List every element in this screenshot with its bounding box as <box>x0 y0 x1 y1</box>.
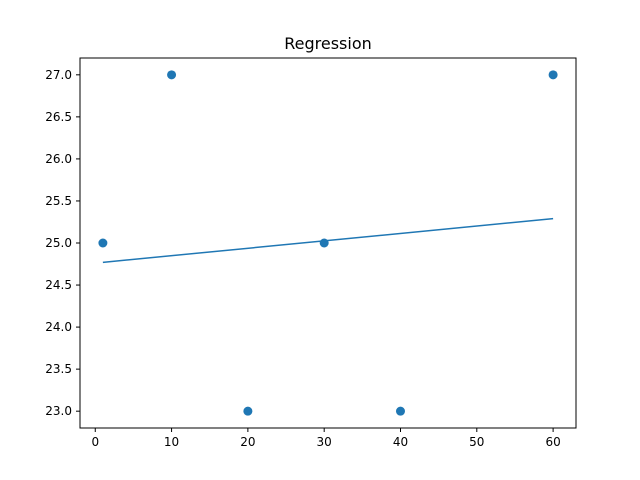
axes: 0 10 20 30 40 50 60 23.0 23.5 24.0 24.5 25.0 25.5 26.… <box>45 57 577 449</box>
x-tick-label: 40 <box>393 435 408 449</box>
y-tick-label: 24.5 <box>45 278 72 292</box>
scatter-point-2 <box>167 70 177 80</box>
y-tick-label: 25.0 <box>45 236 72 250</box>
x-tick-label: 10 <box>164 435 179 449</box>
scatter-point-6 <box>548 70 558 80</box>
y-tick-label: 24.0 <box>45 320 72 334</box>
x-tick-label: 60 <box>545 435 560 449</box>
x-tick-label: 20 <box>240 435 255 449</box>
y-tick-label: 23.0 <box>45 404 72 418</box>
scatter-point-5 <box>395 406 405 416</box>
y-tick-label: 25.5 <box>45 194 72 208</box>
x-tick-label: 0 <box>91 435 99 449</box>
scatter-point-1 <box>98 238 108 248</box>
x-tick-label: 30 <box>317 435 332 449</box>
plot-area <box>98 70 558 416</box>
scatter-point-3 <box>243 406 253 416</box>
y-tick-label: 26.0 <box>45 152 72 166</box>
y-tick-label: 26.5 <box>45 110 72 124</box>
regression-line <box>102 217 554 264</box>
chart-title: Regression <box>284 34 372 53</box>
y-tick-label: 23.5 <box>45 362 72 376</box>
x-tick-label: 50 <box>469 435 484 449</box>
y-tick-label: 27.0 <box>45 68 72 82</box>
